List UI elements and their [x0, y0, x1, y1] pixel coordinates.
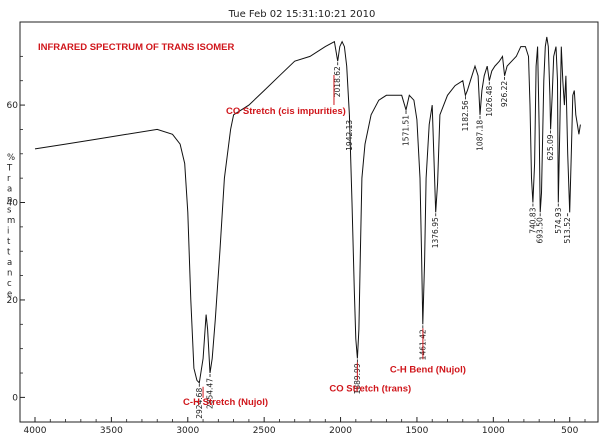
peak-label: 1571.51	[402, 115, 411, 146]
peak-label: 2854.47	[206, 378, 215, 409]
y-tick-label: 20	[7, 296, 19, 306]
chart-title: INFRARED SPECTRUM OF TRANS ISOMER	[38, 42, 234, 53]
y-tick-label: 40	[7, 199, 19, 209]
x-tick-label: 1000	[482, 426, 505, 436]
y-axis-label-char: i	[7, 227, 9, 237]
peak-label: 740.83	[528, 207, 537, 233]
peak-label: 574.93	[554, 207, 563, 233]
annotation-label: CO Stretch (trans)	[329, 383, 411, 394]
peak-label: 1942.13	[345, 120, 354, 151]
peak-label: 1376.95	[431, 217, 440, 248]
peak-label: 1087.18	[476, 120, 485, 151]
x-tick-label: 2500	[253, 426, 276, 436]
annotation-label: C-H Stretch (Nujol)	[183, 397, 268, 408]
y-axis-label-char: T	[6, 164, 13, 174]
x-tick-label: 1500	[405, 426, 428, 436]
y-axis-label-char: t	[7, 237, 11, 247]
x-tick-label: 500	[561, 426, 578, 436]
x-tick-label: 3000	[176, 426, 199, 436]
y-axis-label-char: e	[7, 290, 12, 300]
y-tick-label: 60	[7, 101, 19, 111]
annotation-label: C-H Bend (Nujol)	[390, 364, 466, 375]
plot-frame	[19, 21, 599, 423]
annotation-label: CO Stretch (cis impurities)	[226, 106, 346, 117]
y-axis-label-char: c	[7, 279, 12, 289]
y-axis-label-char: a	[7, 185, 12, 195]
y-axis-label-char: t	[7, 248, 11, 258]
peak-label: 625.09	[546, 134, 555, 160]
peak-label: 693.50	[536, 217, 545, 243]
y-axis-label-char: a	[7, 258, 12, 268]
y-axis-label-char: m	[7, 216, 15, 226]
spectrum-line	[34, 36, 581, 384]
peak-label: 1026.48	[485, 85, 494, 116]
y-tick-label: 0	[12, 393, 18, 403]
x-tick-label: 2000	[329, 426, 352, 436]
peak-label: 2924.68	[195, 388, 204, 419]
x-tick-label: 4000	[24, 426, 47, 436]
peak-label: 926.22	[500, 81, 509, 107]
header-timestamp: Tue Feb 02 15:31:10:21 2010	[228, 9, 376, 20]
x-tick-label: 3500	[100, 426, 123, 436]
peak-label: 1182.56	[461, 100, 470, 131]
y-axis-label-char: r	[7, 174, 11, 184]
peak-label: 2018.62	[333, 66, 342, 97]
y-axis-label-char: n	[7, 195, 12, 205]
y-axis-label-char: %	[7, 153, 15, 163]
y-axis-label-char: s	[7, 206, 12, 216]
peak-label: 513.52	[563, 217, 572, 243]
y-axis-label-char: n	[7, 269, 12, 279]
